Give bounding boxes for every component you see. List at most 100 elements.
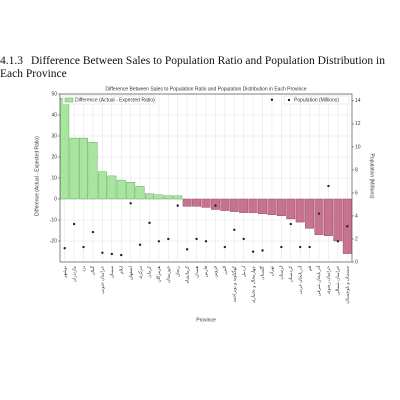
population-point [195,237,198,241]
x-tick-label: فارس [203,265,209,277]
x-axis-label: Province [196,317,216,323]
x-tick-label: کهگیلویه و بویراحمد [230,265,237,302]
bar [192,198,202,207]
x-tick-label: مازندران [71,265,77,282]
bar [126,181,136,200]
y2-tick-label: 6 [355,190,358,196]
bar [88,142,98,200]
y2-tick-label: 0 [355,259,358,265]
x-tick-label: مرکزی [137,265,143,279]
x-tick-label: خراسان شمالی [335,266,341,295]
x-tick-label: قزوین [213,265,219,277]
bar [248,198,258,213]
chart-title: Difference Between Sales to Population R… [105,86,306,92]
bar [201,198,211,208]
bar [107,175,117,200]
bar [116,179,126,200]
section-title: Difference Between Sales to Population R… [0,55,385,80]
x-tick-label: سمنان [109,266,114,279]
x-tick-label: گیلان [89,265,95,275]
population-point [242,237,245,241]
population-point [167,237,170,241]
y2-tick-label: 12 [355,121,361,127]
y2-tick-label: 8 [355,167,358,173]
legend-marker [287,98,291,102]
bar [182,198,192,207]
legend-box [62,95,156,105]
y-tick-label: 40 [51,112,57,118]
bar [220,198,230,211]
y2-tick-label: 10 [355,144,361,150]
legend-swatch [64,97,74,103]
population-point [63,246,66,250]
legend-label: Population (Millions) [294,97,339,103]
y-tick-label: 0 [54,196,57,202]
bar [333,198,343,242]
bar [145,193,154,200]
x-tick-label: کردستان [288,265,294,282]
bar [154,194,164,200]
population-point [176,204,179,207]
x-tick-label: قم [307,265,313,271]
x-tick-label: همدان [194,265,199,278]
x-tick-label: هرمزگان [155,265,162,282]
x-tick-label: لرستان [279,265,285,279]
bar [229,198,239,212]
population-point [251,250,255,253]
bar [295,198,305,223]
population-point [157,240,161,243]
population-point [101,251,104,254]
population-point [110,252,114,256]
x-tick-label: اردبیل [241,266,247,277]
x-tick-label: گلستان [259,265,265,280]
x-tick-label: کرمانشاه [184,265,190,283]
y-tick-label: -10 [50,217,57,223]
x-tick-label: زنجان [175,265,181,277]
x-tick-label: چهارمحال و بختیاری [250,266,256,303]
population-point [120,253,123,257]
population-point [289,222,292,226]
y2-tick-label: 14 [355,98,361,104]
population-point [82,245,85,249]
bar [135,186,145,200]
bar [286,198,296,220]
bar [60,97,70,200]
population-point [91,230,95,234]
population-point [72,222,76,226]
x-tick-label: بوشهر [62,266,68,279]
bar [173,195,183,200]
x-tick-label: خراسان رضوی [326,266,332,294]
bar [258,198,267,214]
x-tick-label: خراسان جنوبی [100,266,106,294]
x-tick-label: البرز [222,266,228,276]
population-point [233,228,236,231]
bar [239,198,249,213]
population-point [346,225,349,228]
x-tick-label: ایلام [118,266,124,274]
bar [314,198,324,235]
population-point [214,204,217,207]
x-tick-label: آذربایجان شرقی [315,265,322,296]
population-point [327,184,330,188]
x-tick-label: تهران [269,265,275,276]
x-tick-label: آذربایجان غربی [296,265,303,294]
population-point [270,98,274,101]
y-tick-label: -20 [50,238,57,244]
population-point [317,212,321,215]
y2-tick-label: 2 [355,236,358,242]
bar [69,137,79,200]
population-point [148,221,151,225]
bar [210,198,220,210]
x-tick-label: کرمان [147,265,153,278]
y2-tick-label: 4 [355,213,358,219]
bar [267,198,277,215]
population-point [129,202,132,205]
bar [79,137,88,200]
legend-label: Difference (Actual - Expected Ratio) [75,97,155,103]
y-tick-label: 20 [51,154,57,160]
bar [324,198,333,236]
bar [163,195,173,200]
x-tick-label: خوزستان [166,266,172,283]
plot-frame [59,93,353,263]
